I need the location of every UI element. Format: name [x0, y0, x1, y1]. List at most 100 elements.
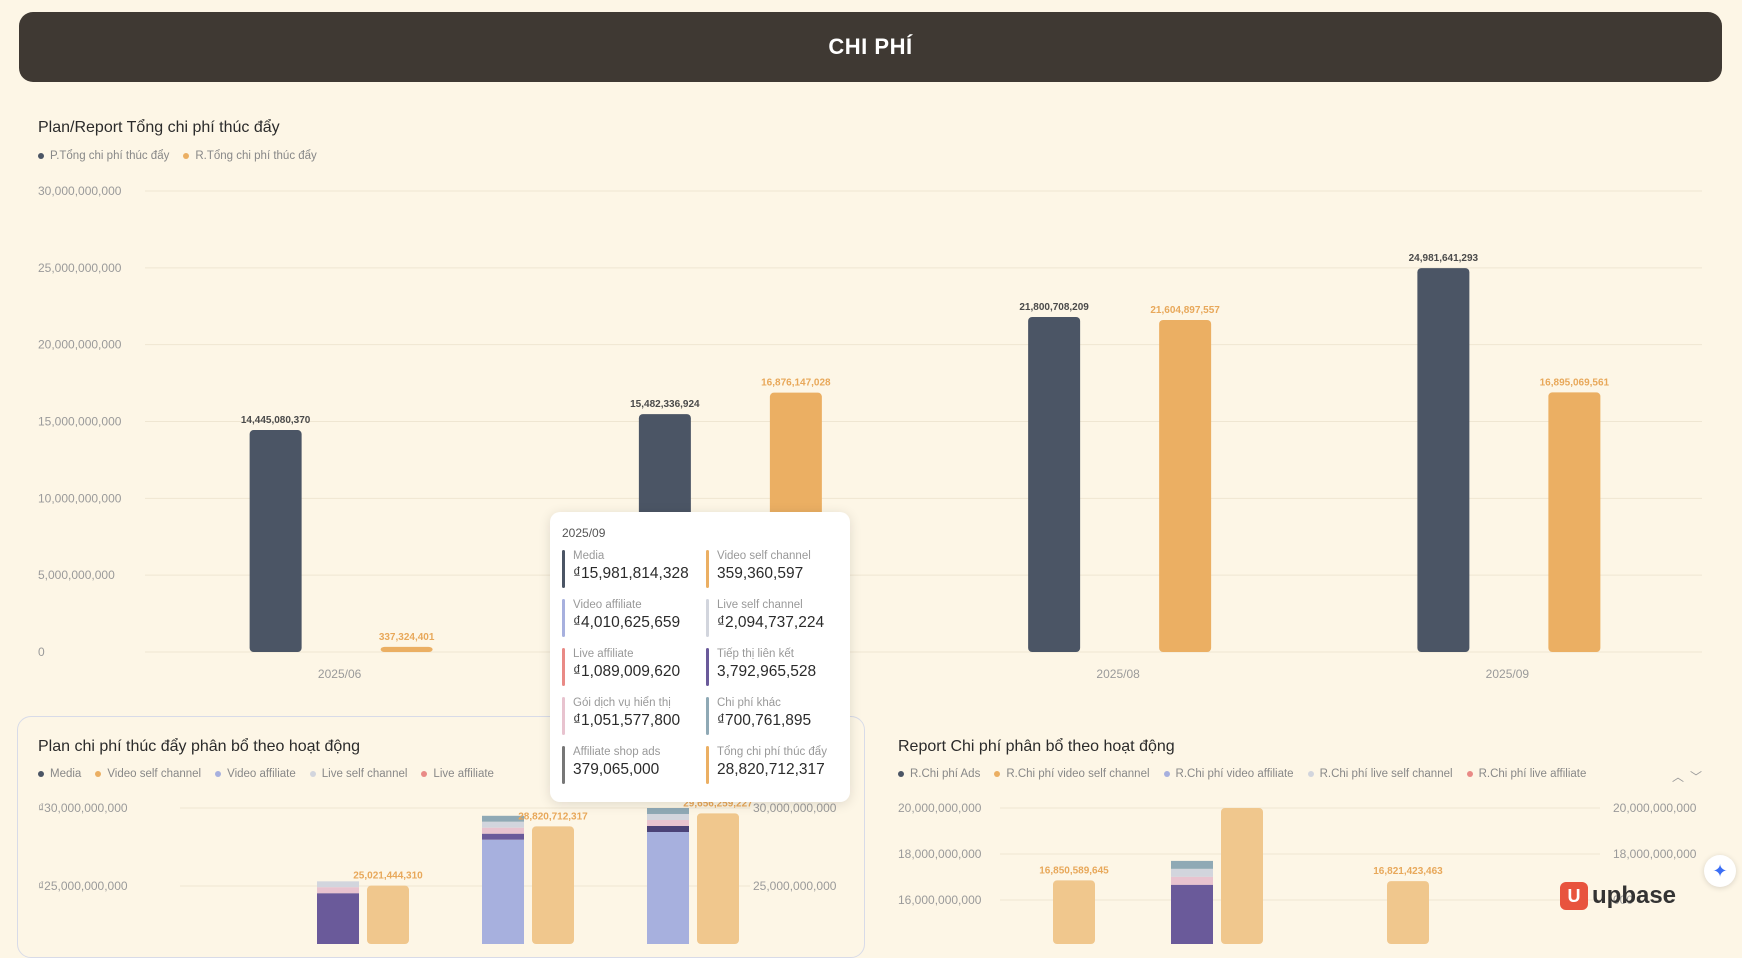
legend-dot-icon [1466, 771, 1473, 777]
total-value-label: 28,820,712,317 [518, 811, 588, 822]
tooltip-item: Chi phí khác ₫700,761,895 [706, 697, 846, 735]
tooltip-title: 2025/09 [562, 526, 606, 540]
y-tick-label: 30,000,000,000 [38, 184, 122, 198]
tooltip-item-label: Video affiliate [573, 599, 642, 611]
stack-segment[interactable] [317, 893, 359, 944]
plan-allocation-title: Plan chi phí thúc đẩy phân bổ theo hoạt … [38, 738, 361, 755]
legend-dot-icon [38, 771, 44, 777]
tooltip-item-value: 379,065,000 [573, 761, 660, 778]
legend-dot-icon [38, 153, 44, 159]
logo-text: upbase [1592, 882, 1677, 909]
stack-segment[interactable] [482, 833, 524, 840]
y-tick-label: 10,000,000,000 [38, 491, 122, 505]
bar-report[interactable] [380, 646, 433, 652]
legend-item[interactable]: R.Chi phí video self channel [994, 768, 1150, 780]
legend-dot-icon [1307, 771, 1314, 777]
stack-segment[interactable] [647, 826, 689, 832]
tooltip-color-bar [562, 648, 565, 686]
legend-item[interactable]: Media [38, 768, 81, 780]
legend-item[interactable]: R.Chi phí Ads [898, 768, 980, 780]
legend-item-report[interactable]: R.Tổng chi phí thúc đẩy [183, 150, 317, 162]
legend-item[interactable]: R.Chi phí live affiliate [1466, 768, 1586, 780]
tooltip-item: Affiliate shop ads 379,065,000 [562, 746, 706, 784]
stack-segment[interactable] [482, 827, 524, 834]
report-allocation-legend: R.Chi phí Ads R.Chi phí video self channe… [898, 768, 1586, 780]
bar-value-label: 16,895,069,561 [1540, 377, 1610, 388]
stack-segment[interactable] [317, 881, 359, 888]
tooltip-color-bar [706, 599, 709, 637]
tooltip-item-value: ₫700,761,895 [717, 712, 812, 729]
stack-segment[interactable] [1171, 860, 1213, 869]
tooltip-color-bar [706, 648, 709, 686]
y-tick-label: 15,000,000,000 [38, 415, 122, 429]
total-bar[interactable] [532, 826, 574, 944]
legend-item[interactable]: R.Chi phí live self channel [1307, 768, 1453, 780]
bar-plan[interactable] [249, 430, 302, 652]
y-tick-label: ₫30,000,000,000 [38, 801, 128, 815]
y-tick-label-right: 000 [1613, 893, 1633, 907]
y-tick-label-right: 30,000,000,000 [753, 801, 837, 815]
y-tick-label: 16,000,000,000 [898, 893, 982, 907]
stack-segment[interactable] [482, 821, 524, 828]
stack-segment[interactable] [482, 839, 524, 944]
total-bar[interactable] [697, 813, 739, 944]
stack-segment[interactable] [647, 820, 689, 826]
bar-plan[interactable] [1417, 268, 1470, 652]
legend-dot-icon [309, 771, 316, 777]
stack-segment[interactable] [1171, 876, 1213, 885]
bar-report[interactable] [1548, 392, 1601, 652]
tooltip-item-value: ₫1,051,577,800 [573, 712, 681, 729]
chart-tooltip: 2025/09 Media ₫15,981,814,328 Video self c… [550, 512, 850, 802]
legend-item[interactable]: Live affiliate [421, 768, 494, 780]
tooltip-item-value: ₫4,010,625,659 [573, 614, 681, 631]
tooltip-color-bar [706, 746, 709, 784]
tooltip-item-label: Media [573, 550, 605, 562]
y-tick-label-right: 18,000,000,000 [1613, 847, 1697, 861]
tooltip-item-value: ₫1,089,009,620 [573, 663, 681, 680]
total-bar[interactable] [1387, 881, 1429, 944]
tooltip-color-bar [706, 697, 709, 735]
total-value-label: 16,850,589,645 [1039, 865, 1109, 876]
y-tick-label: 5,000,000,000 [38, 568, 115, 582]
total-bar[interactable] [1053, 880, 1095, 944]
legend-item[interactable]: Live self channel [309, 768, 407, 780]
stack-segment[interactable] [1171, 884, 1213, 944]
bar-value-label: 24,981,641,293 [1409, 253, 1479, 264]
tooltip-item-label: Live self channel [717, 599, 803, 611]
tooltip-item: Media ₫15,981,814,328 [562, 550, 706, 588]
stack-segment[interactable] [317, 887, 359, 894]
total-value-label: 29,656,259,227 [683, 798, 753, 809]
total-bar[interactable] [1221, 808, 1263, 944]
bar-value-label: 14,445,080,370 [241, 415, 311, 426]
stack-segment[interactable] [647, 832, 689, 944]
sparkle-icon[interactable]: ✦ [1704, 855, 1736, 887]
legend-item[interactable]: R.Chi phí video affiliate [1163, 768, 1294, 780]
total-value-label: 25,021,444,310 [353, 871, 423, 882]
y-tick-label: 20,000,000,000 [898, 801, 982, 815]
tooltip-item: Video affiliate ₫4,010,625,659 [562, 599, 706, 637]
bar-value-label: 21,604,897,557 [1150, 305, 1220, 316]
legend-dot-icon [215, 771, 222, 777]
y-tick-label: 18,000,000,000 [898, 847, 982, 861]
legend-nav-chevron-icons[interactable]: ︿﹀ [1672, 770, 1709, 784]
y-tick-label-right: 20,000,000,000 [1613, 801, 1697, 815]
stack-segment[interactable] [647, 814, 689, 820]
stack-segment[interactable] [1171, 868, 1213, 877]
total-bar[interactable] [367, 885, 409, 944]
bar-plan[interactable] [1028, 316, 1081, 652]
legend-dot-icon [183, 153, 190, 159]
legend-item[interactable]: Video affiliate [215, 768, 296, 780]
tooltip-item: Live affiliate ₫1,089,009,620 [562, 648, 706, 686]
tooltip-item-value: 28,820,712,317 [717, 761, 825, 778]
tooltip-color-bar [562, 697, 565, 735]
y-tick-label: 20,000,000,000 [38, 338, 122, 352]
legend-dot-icon [898, 771, 904, 777]
legend-item[interactable]: Video self channel [95, 768, 201, 780]
bar-report[interactable] [1159, 320, 1212, 652]
stack-segment[interactable] [647, 808, 689, 814]
stack-segment[interactable] [482, 815, 524, 822]
tooltip-item: Live self channel ₫2,094,737,224 [706, 599, 846, 637]
legend-item-plan[interactable]: P.Tổng chi phí thúc đẩy [38, 150, 169, 162]
bar-value-label: 337,324,401 [379, 632, 435, 643]
